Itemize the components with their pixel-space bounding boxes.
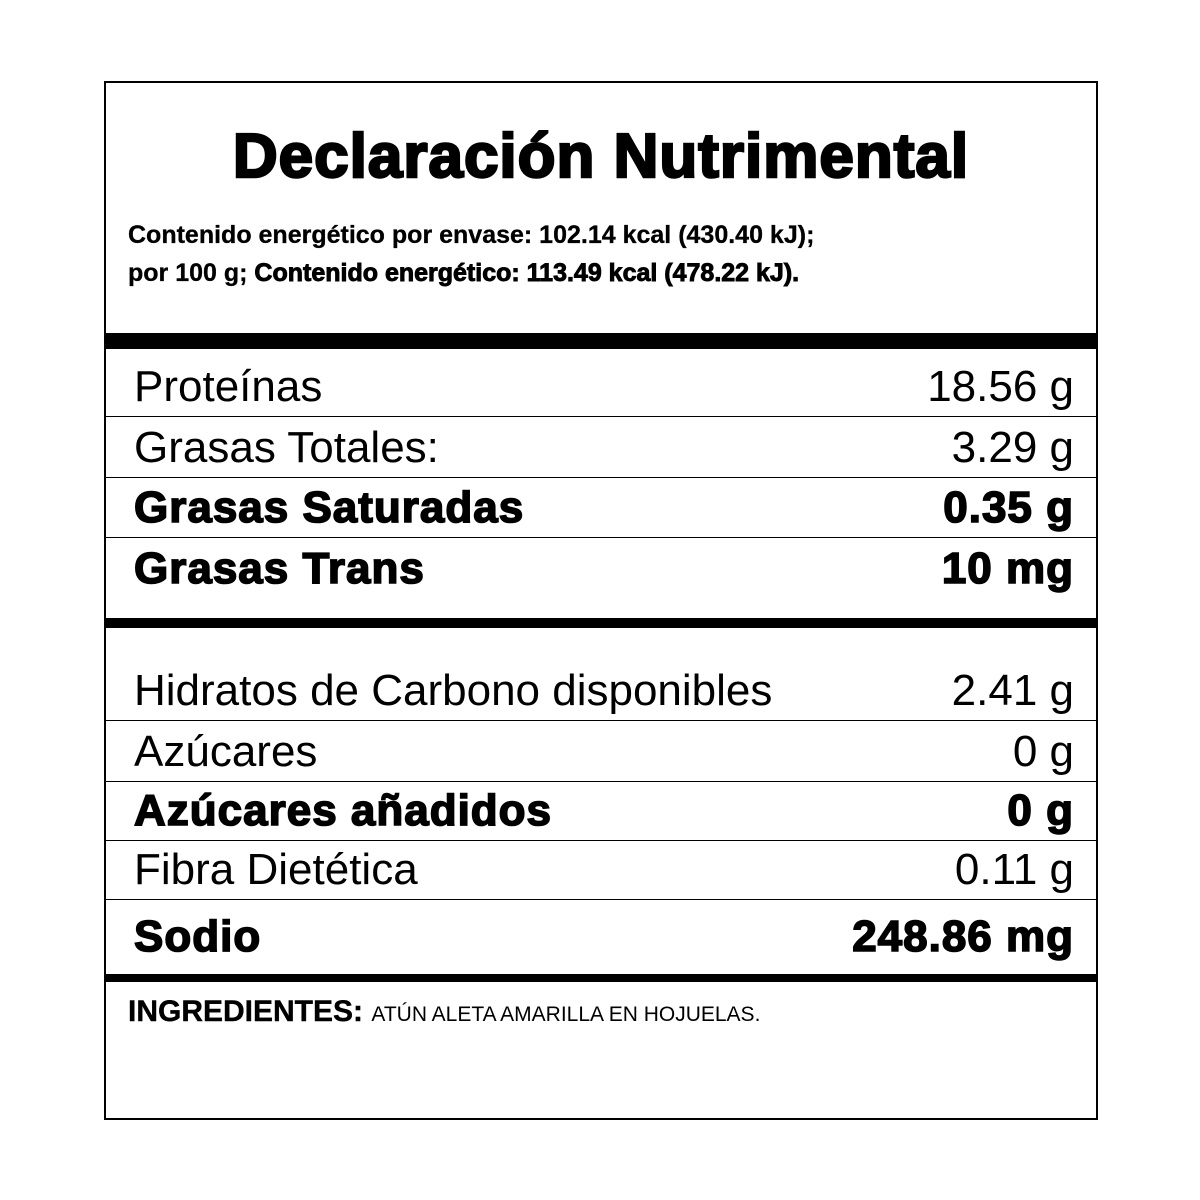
energy-per-100g: por 100 g; Contenido energético: 113.49 … — [128, 254, 814, 292]
nutrient-row-grasas-trans: Grasas Trans 10 mg — [106, 538, 1096, 598]
nutrient-label: Fibra Dietética — [134, 845, 418, 894]
nutrient-row-proteinas: Proteínas 18.56 g — [106, 349, 1096, 417]
nutrient-label: Azúcares — [134, 727, 318, 776]
nutrition-label: Declaración Nutrimental Contenido energé… — [104, 81, 1098, 1120]
nutrient-row-grasas-saturadas: Grasas Saturadas 0.35 g — [106, 478, 1096, 538]
nutrient-label: Azúcares añadidos — [133, 785, 553, 836]
ingredients-label: INGREDIENTES: — [128, 995, 364, 1028]
nutrient-row-grasas-totales: Grasas Totales: 3.29 g — [106, 417, 1096, 478]
nutrient-row-azucares: Azúcares 0 g — [106, 721, 1096, 782]
nutrient-value: 0 g — [1012, 727, 1074, 776]
divider-thick — [106, 618, 1096, 628]
nutrient-value: 2.41 g — [951, 666, 1074, 715]
nutrient-label: Grasas Saturadas — [133, 482, 525, 533]
nutrient-value: 0.35 g — [942, 482, 1074, 533]
nutrient-label: Proteínas — [134, 362, 323, 411]
nutrient-value: 3.29 g — [951, 423, 1074, 472]
nutrient-label: Sodio — [133, 911, 262, 962]
nutrient-value: 18.56 g — [927, 362, 1074, 411]
nutrient-label: Grasas Totales: — [134, 423, 439, 472]
nutrient-value: 248.86 mg — [851, 911, 1074, 962]
energy-per-package: Contenido energético por envase: 102.14 … — [128, 221, 815, 249]
energy-per-100g-value: Contenido energético: 113.49 kcal (478.2… — [254, 259, 800, 288]
ingredients: INGREDIENTES: ATÚN ALETA AMARILLA EN HOJ… — [128, 995, 761, 1029]
nutrient-row-hidratos: Hidratos de Carbono disponibles 2.41 g — [106, 628, 1096, 721]
divider-thick — [106, 333, 1096, 349]
nutrient-row-sodio: Sodio 248.86 mg — [106, 900, 1096, 966]
energy-per-100g-prefix: por 100 g; — [128, 259, 255, 287]
nutrient-row-fibra: Fibra Dietética 0.11 g — [106, 841, 1096, 900]
nutrient-label: Hidratos de Carbono disponibles — [134, 666, 773, 715]
nutrient-value: 0.11 g — [954, 845, 1074, 894]
ingredients-value: ATÚN ALETA AMARILLA EN HOJUELAS. — [371, 1003, 761, 1026]
label-title: Declaración Nutrimental — [232, 121, 970, 193]
nutrient-row-azucares-anadidos: Azúcares añadidos 0 g — [106, 782, 1096, 841]
divider-thick — [106, 974, 1096, 982]
energy-content: Contenido energético por envase: 102.14 … — [128, 216, 815, 292]
nutrient-value: 10 mg — [941, 543, 1074, 594]
nutrient-value: 0 g — [1007, 785, 1074, 836]
nutrient-label: Grasas Trans — [133, 543, 425, 594]
